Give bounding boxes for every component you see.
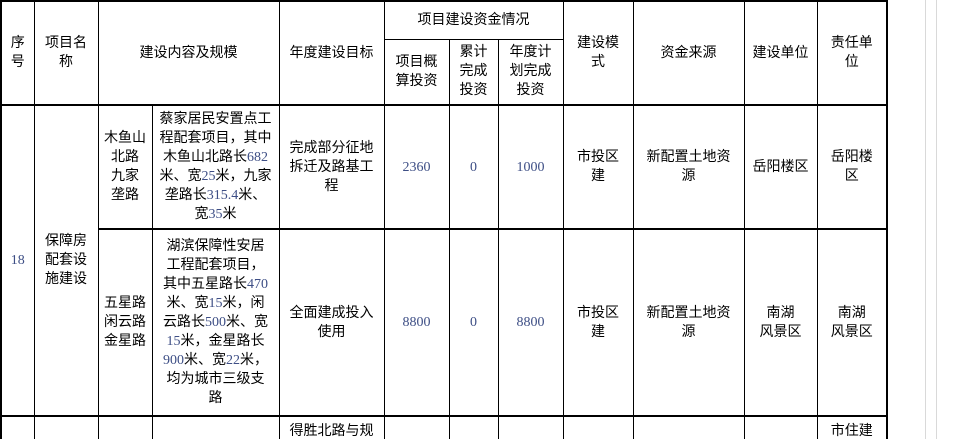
header-row-sub: 项目概 算投资 累计 完成 投资 年度计 划完成 投资 [1,38,887,106]
header-row-top: 序 号 项目名 称 建设内容及规模 年度建设目标 项目建设资金情况 建设模 式 … [0,0,888,106]
page-gutter-line-2 [936,0,937,439]
cell-next-mode-empty [562,415,634,439]
cell-next-cumulative-empty [448,415,499,439]
cell-next-estimated-empty [383,415,450,439]
header-project-name: 项目名 称 [33,0,99,106]
cell-next-project-name-empty [33,415,99,439]
cell-builder-2: 南湖 风景区 [743,228,818,417]
cell-responsible-2: 南湖 风景区 [816,228,888,417]
cell-next-builder-empty [743,415,818,439]
header-serial: 序 号 [0,0,35,106]
table-row-18-sub2: 五星路 闲云路 金星路 湖滨保障性安居 工程配套项目， 其中五星路长470 米、… [1,228,888,417]
cell-goal-2: 全面建成投入 使用 [278,228,385,417]
cell-annual-plan-1: 1000 [497,104,564,230]
header-funding-group: 项目建设资金情况 [383,0,564,40]
cell-mode-1: 市投区 建 [562,104,634,230]
project-table: 序 号 项目名 称 建设内容及规模 年度建设目标 项目建设资金情况 建设模 式 … [0,0,889,439]
cell-cumulative-2: 0 [448,228,499,417]
header-content-scale: 建设内容及规模 [97,0,280,106]
header-estimated-investment: 项目概 算投资 [383,38,450,106]
cell-road-1: 木鱼山 北路 九家 垄路 [97,104,153,230]
table-row-18-sub1: 18 保障房 配套设 施建设 木鱼山 北路 九家 垄路 蔡家居民安置点工 程配套… [0,104,888,417]
cell-mode-2: 市投区 建 [562,228,634,417]
cell-next-content-empty [151,415,280,439]
header-cumulative-investment: 累计 完成 投资 [448,38,499,106]
header-annual-planned-investment: 年度计 划完成 投资 [497,38,564,106]
cell-next-road-empty [97,415,153,439]
cell-responsible-1: 岳阳楼 区 [816,104,888,230]
cell-annual-plan-2: 8800 [497,228,564,417]
cell-project-name-18: 保障房 配套设 施建设 [33,104,99,417]
cell-serial-18: 18 [0,104,35,417]
cell-next-goal-partial: 得胜北路与规 [278,415,385,439]
cell-next-serial-empty [0,415,35,439]
header-funding-source: 资金来源 [632,0,745,106]
cell-builder-1: 岳阳楼区 [743,104,818,230]
cell-cumulative-1: 0 [448,104,499,230]
cell-goal-1: 完成部分征地 拆迁及路基工 程 [278,104,385,230]
header-construction-unit: 建设单位 [743,0,818,106]
page-gutter-line-1 [925,0,926,439]
header-construction-mode: 建设模 式 [562,0,634,106]
cell-next-responsible-partial: 市住建 [816,415,888,439]
header-responsible-unit: 责任单 位 [816,0,888,106]
cell-next-source-empty [632,415,745,439]
cell-content-1: 蔡家居民安置点工 程配套项目，其中 木鱼山北路长682 米、宽25米，九家 垄路… [151,104,280,230]
cell-source-2: 新配置土地资 源 [632,228,745,417]
cell-road-2: 五星路 闲云路 金星路 [97,228,153,417]
cell-estimated-1: 2360 [383,104,450,230]
cell-content-2: 湖滨保障性安居 工程配套项目， 其中五星路长470 米、宽15米，闲 云路长50… [151,228,280,417]
header-annual-goal: 年度建设目标 [278,0,385,106]
cell-source-1: 新配置土地资 源 [632,104,745,230]
table-row-next-partial: 得胜北路与规 市住建 [0,415,888,439]
cell-next-annual-plan-empty [497,415,564,439]
cell-estimated-2: 8800 [383,228,450,417]
